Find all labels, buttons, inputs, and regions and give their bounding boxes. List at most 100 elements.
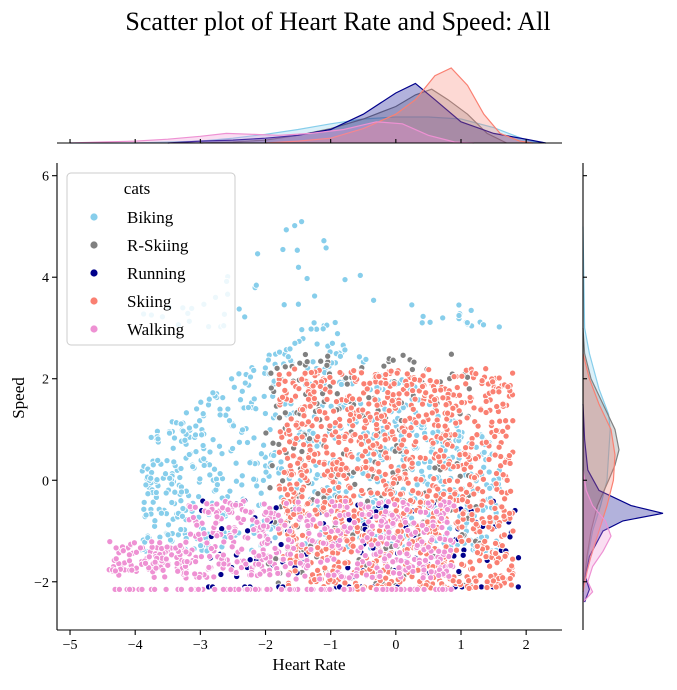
scatter-point bbox=[355, 395, 363, 403]
scatter-point bbox=[284, 543, 292, 551]
scatter-point bbox=[351, 480, 359, 488]
scatter-point bbox=[384, 498, 392, 506]
scatter-point bbox=[243, 438, 252, 447]
scatter-point bbox=[313, 497, 321, 505]
scatter-point bbox=[314, 544, 322, 552]
scatter-point bbox=[357, 369, 366, 377]
scatter-point bbox=[458, 372, 466, 380]
scatter-point bbox=[317, 558, 325, 566]
scatter-point bbox=[502, 417, 510, 425]
scatter-point bbox=[401, 518, 409, 526]
scatter-point bbox=[197, 542, 205, 550]
scatter-point bbox=[449, 404, 457, 412]
scatter-point bbox=[300, 441, 308, 449]
scatter-point bbox=[213, 532, 221, 540]
scatter-point bbox=[341, 579, 349, 587]
scatter-point bbox=[465, 536, 473, 544]
scatter-point bbox=[472, 577, 480, 585]
scatter-point bbox=[306, 402, 314, 410]
scatter-point bbox=[157, 509, 165, 517]
scatter-point bbox=[458, 523, 466, 531]
scatter-point bbox=[179, 427, 187, 435]
scatter-point bbox=[328, 498, 336, 506]
scatter-point bbox=[275, 414, 284, 422]
scatter-point bbox=[314, 433, 322, 441]
scatter-point bbox=[266, 484, 274, 492]
scatter-point bbox=[219, 394, 227, 402]
scatter-point bbox=[298, 433, 306, 441]
scatter-point bbox=[466, 393, 474, 401]
scatter-point bbox=[271, 544, 279, 552]
scatter-point bbox=[337, 573, 346, 581]
scatter-point bbox=[426, 318, 434, 326]
scatter-point bbox=[502, 432, 510, 440]
scatter-point bbox=[344, 510, 352, 518]
scatter-point bbox=[213, 481, 221, 489]
scatter-point bbox=[170, 458, 178, 466]
series-walking bbox=[105, 497, 458, 593]
scatter-point bbox=[407, 424, 415, 432]
scatter-point bbox=[377, 533, 385, 541]
scatter-point bbox=[350, 374, 358, 382]
scatter-point bbox=[275, 440, 283, 448]
scatter-point bbox=[380, 399, 388, 407]
scatter-point bbox=[443, 440, 451, 448]
scatter-point bbox=[275, 371, 283, 379]
scatter-point bbox=[427, 553, 435, 562]
scatter-point bbox=[228, 375, 236, 383]
scatter-point bbox=[204, 508, 212, 516]
scatter-point bbox=[268, 462, 276, 470]
scatter-point bbox=[421, 556, 429, 564]
scatter-point bbox=[317, 585, 325, 593]
scatter-point bbox=[341, 276, 349, 284]
scatter-point bbox=[238, 387, 246, 395]
scatter-point bbox=[286, 585, 294, 593]
scatter-point bbox=[250, 395, 258, 403]
main-axes: −5 −4 −3 −2 −1 0 1 2 −2 0 2 4 6 bbox=[34, 163, 562, 653]
scatter-point bbox=[392, 541, 400, 550]
chart-title: Scatter plot of Heart Rate and Speed: Al… bbox=[125, 7, 550, 36]
y-tick-label: 4 bbox=[42, 271, 49, 286]
scatter-point bbox=[235, 370, 243, 378]
scatter-point bbox=[235, 585, 243, 593]
scatter-point bbox=[253, 482, 261, 490]
scatter-point bbox=[256, 532, 264, 540]
y-tick-label: 6 bbox=[42, 170, 49, 185]
scatter-point bbox=[458, 398, 466, 407]
scatter-point bbox=[341, 497, 349, 505]
scatter-point bbox=[206, 448, 214, 456]
scatter-point bbox=[486, 484, 494, 492]
scatter-point bbox=[210, 465, 219, 473]
scatter-point bbox=[315, 407, 324, 415]
scatter-point bbox=[326, 388, 334, 396]
scatter-point bbox=[233, 558, 241, 566]
scatter-point bbox=[514, 554, 523, 562]
scatter-point bbox=[291, 392, 300, 400]
scatter-point bbox=[310, 394, 318, 403]
scatter-point bbox=[409, 405, 417, 413]
scatter-point bbox=[368, 522, 376, 530]
scatter-point bbox=[320, 237, 328, 245]
scatter-point bbox=[177, 488, 186, 496]
scatter-point bbox=[230, 383, 238, 391]
scatter-point bbox=[308, 537, 316, 545]
scatter-point bbox=[387, 367, 395, 375]
scatter-point bbox=[140, 498, 148, 506]
scatter-point bbox=[437, 514, 446, 522]
top-kde-fill-3 bbox=[265, 68, 533, 143]
scatter-point bbox=[316, 575, 324, 583]
scatter-point bbox=[243, 585, 251, 593]
scatter-point bbox=[387, 490, 395, 498]
scatter-point bbox=[434, 485, 442, 493]
scatter-point bbox=[279, 245, 287, 254]
scatter-point bbox=[301, 369, 309, 377]
scatter-point bbox=[286, 527, 294, 535]
scatter-point bbox=[215, 442, 224, 450]
scatter-point bbox=[151, 585, 159, 593]
scatter-point bbox=[106, 538, 114, 546]
scatter-point bbox=[367, 541, 376, 549]
scatter-point bbox=[388, 585, 396, 593]
scatter-point bbox=[485, 455, 493, 464]
scatter-point bbox=[178, 512, 186, 520]
scatter-point bbox=[203, 539, 211, 547]
